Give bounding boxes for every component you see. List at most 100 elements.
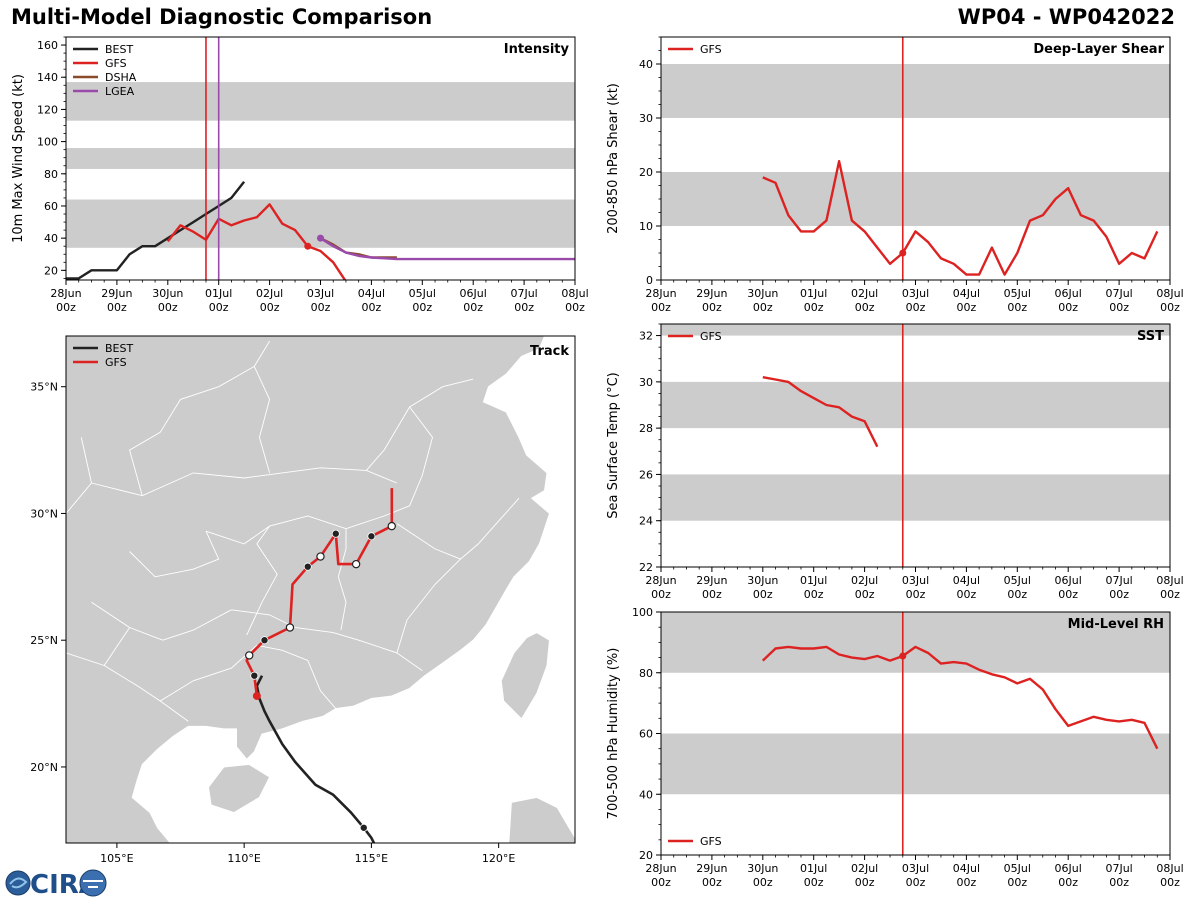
rh-x-tick-label-day: 04Jul	[953, 862, 980, 875]
track-x-tick-label: 120°E	[482, 852, 515, 865]
shear-gfs-current-point	[899, 249, 907, 257]
province-boundary	[103, 665, 189, 722]
province-boundary	[205, 505, 410, 545]
luzon-island	[508, 796, 575, 843]
rh-x-tick-label-day: 02Jul	[851, 862, 878, 875]
sst-frame	[660, 323, 1171, 568]
intensity-x-tick-label-hour: 00z	[209, 301, 229, 314]
intensity-legend-label: BEST	[105, 43, 133, 56]
shear-x-tick-label-day: 29Jun	[696, 287, 727, 300]
intensity-legend-label: GFS	[105, 57, 127, 70]
rh-x-tick-label-day: 08Jul	[1156, 862, 1183, 875]
shear-series-gfs	[762, 159, 1159, 276]
sst-x-tick-label-hour: 00z	[1109, 588, 1129, 601]
sst-y-tick-label: 24	[639, 515, 653, 528]
sst-y-tick-label: 28	[639, 422, 653, 435]
sst-x-tick-label-day: 02Jul	[851, 574, 878, 587]
shear-x-tick-label-hour: 00z	[1058, 301, 1078, 314]
sst-x-tick-label-day: 30Jun	[747, 574, 778, 587]
intensity-x-tick-label-day: 08Jul	[561, 287, 588, 300]
shear-x-tick-label-day: 03Jul	[902, 287, 929, 300]
intensity-y-tick-label: 20	[44, 264, 58, 277]
shear-band	[661, 64, 1170, 118]
rh-x-tick-label-hour: 00z	[651, 876, 671, 889]
intensity-legend-label: LGEA	[105, 85, 135, 98]
rh-x-tick-label-hour: 00z	[957, 876, 977, 889]
shear-y-tick-label: 0	[646, 274, 653, 287]
rh-x-tick-label-day: 06Jul	[1055, 862, 1082, 875]
track-position-marker	[250, 671, 259, 680]
intensity-band	[66, 148, 575, 169]
track-panel-title: Track	[530, 344, 569, 359]
sst-legend-label: GFS	[700, 330, 722, 343]
intensity-x-tick-label-day: 03Jul	[307, 287, 334, 300]
rh-x-tick-label-day: 07Jul	[1105, 862, 1132, 875]
rh-y-tick-label: 20	[639, 849, 653, 862]
track-legend-label: GFS	[105, 356, 127, 369]
province-boundary	[246, 525, 278, 636]
rh-x-tick-label-hour: 00z	[753, 876, 773, 889]
shear-x-tick-label-hour: 00z	[906, 301, 926, 314]
province-boundary	[365, 406, 410, 471]
rh-y-axis-label: 700-500 hPa Humidity (%)	[606, 648, 621, 820]
intensity-x-tick-label-hour: 00z	[56, 301, 76, 314]
shear-y-tick-label: 10	[639, 220, 653, 233]
intensity-x-tick-label-day: 01Jul	[205, 287, 232, 300]
rh-legend-label: GFS	[700, 835, 722, 848]
province-boundary	[337, 528, 347, 631]
rh-x-tick-label-day: 28Jun	[645, 862, 676, 875]
intensity-gfs-current-point	[304, 242, 312, 250]
rh-x-tick-label-day: 29Jun	[696, 862, 727, 875]
taiwan-island	[500, 632, 551, 720]
track-position-marker	[359, 823, 368, 832]
sst-x-tick-label-day: 07Jul	[1105, 574, 1132, 587]
track-position-marker	[331, 529, 340, 538]
intensity-x-tick-label-hour: 00z	[463, 301, 483, 314]
shear-band	[661, 172, 1170, 226]
sst-y-axis-label: Sea Surface Temp (°C)	[606, 372, 621, 519]
sst-x-tick-label-hour: 00z	[1007, 588, 1027, 601]
shear-x-tick-label-day: 06Jul	[1055, 287, 1082, 300]
sst-x-tick-label-day: 05Jul	[1004, 574, 1031, 587]
sst-x-tick-label-day: 03Jul	[902, 574, 929, 587]
shear-y-tick-label: 30	[639, 112, 653, 125]
intensity-x-tick-label-hour: 00z	[565, 301, 585, 314]
track-position-marker	[260, 636, 269, 645]
intensity-band	[66, 82, 575, 121]
rh-x-tick-label-hour: 00z	[804, 876, 824, 889]
sst-x-tick-label-day: 01Jul	[800, 574, 827, 587]
sst-x-tick-label-day: 04Jul	[953, 574, 980, 587]
intensity-legend-label: DSHA	[105, 71, 137, 84]
rh-y-tick-label: 40	[639, 788, 653, 801]
track-position-marker	[351, 559, 361, 569]
rh-series-group	[761, 645, 1159, 750]
province-boundary	[66, 627, 130, 667]
sst-band	[661, 474, 1170, 521]
sst-y-tick-label: 22	[639, 561, 653, 574]
rh-y-tick-label: 80	[639, 667, 653, 680]
shear-x-tick-label-hour: 00z	[855, 301, 875, 314]
intensity-x-tick-label-day: 29Jun	[101, 287, 132, 300]
sst-y-tick-label: 30	[639, 376, 653, 389]
sst-x-tick-label-hour: 00z	[906, 588, 926, 601]
province-boundary	[129, 531, 220, 578]
rh-y-tick-label: 100	[632, 606, 653, 619]
intensity-y-tick-label: 80	[44, 168, 58, 181]
sst-x-tick-label-hour: 00z	[855, 588, 875, 601]
track-y-tick-label: 30°N	[30, 507, 58, 520]
sst-x-tick-label-day: 28Jun	[645, 574, 676, 587]
shear-y-tick-label: 20	[639, 166, 653, 179]
rh-x-tick-label-day: 30Jun	[747, 862, 778, 875]
track-position-marker	[252, 691, 261, 700]
sst-y-tick-label: 32	[639, 330, 653, 343]
intensity-x-tick-label-day: 07Jul	[510, 287, 537, 300]
rh-x-tick-label-hour: 00z	[1160, 876, 1180, 889]
intensity-y-tick-label: 140	[37, 71, 58, 84]
track-x-tick-label: 110°E	[227, 852, 260, 865]
shear-x-tick-label-day: 30Jun	[747, 287, 778, 300]
intensity-x-tick-label-hour: 00z	[311, 301, 331, 314]
rh-x-tick-label-day: 05Jul	[1004, 862, 1031, 875]
sst-panel-title: SST	[1137, 329, 1164, 344]
storm-id: WP04 - WP042022	[957, 5, 1175, 29]
